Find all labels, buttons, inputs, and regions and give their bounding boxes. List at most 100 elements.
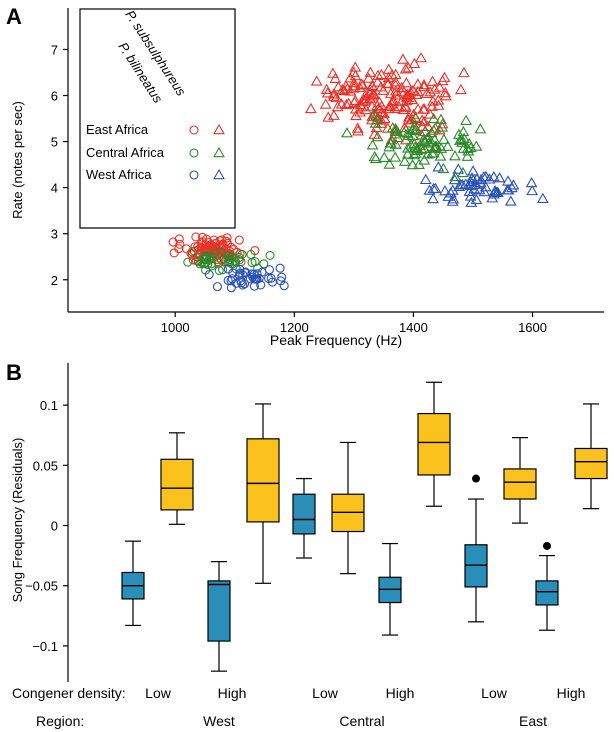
subsulphureus-point-central [460, 114, 472, 125]
subsulphureus-point-east [351, 122, 364, 133]
subsulphureus-point-east [385, 98, 398, 109]
subsulphureus-point-central [385, 137, 397, 148]
outlier-point [472, 474, 480, 483]
bilineatus-point-west [275, 263, 285, 273]
legend-circle-central [189, 148, 199, 158]
bilineatus-point-central [204, 255, 214, 265]
box-blue-group-3 [378, 542, 402, 636]
subsulphureus-point-east [336, 83, 349, 95]
bilineatus-point-central [218, 265, 228, 275]
subsulphureus-point-east [362, 72, 375, 83]
subsulphureus-point-east [384, 87, 397, 99]
subsulphureus-point-east [372, 69, 384, 80]
legend-label-east: East Africa [86, 122, 149, 137]
subsulphureus-point-central [405, 139, 418, 150]
bilineatus-point-east [174, 234, 184, 244]
box-iqr [503, 468, 537, 500]
subsulphureus-point-central [422, 137, 435, 148]
bilineatus-point-central [224, 251, 234, 261]
subsulphureus-point-east [433, 81, 446, 92]
subsulphureus-point-east [406, 93, 418, 105]
subsulphureus-point-central [470, 140, 483, 151]
subsulphureus-point-central [398, 126, 410, 137]
subsulphureus-point-east [424, 108, 436, 119]
boxplot-chart: −0.1 −0.05 0 0.05 0.1 Song Frequency (Residu… [10, 363, 608, 729]
bilineatus-point-west [252, 274, 262, 284]
a-y-tick-label: 4 [51, 181, 58, 196]
region-label-east: East [519, 713, 547, 729]
subsulphureus-point-west [419, 173, 432, 185]
subsulphureus-point-west [479, 181, 492, 192]
subsulphureus-point-central [371, 113, 384, 125]
box-yellow-group-2 [331, 441, 365, 575]
subsulphureus-point-west [467, 174, 480, 185]
subsulphureus-point-west [474, 176, 487, 188]
subsulphureus-point-east [426, 100, 438, 111]
outlier-point [543, 541, 551, 550]
subsulphureus-point-east [355, 78, 368, 89]
box-yellow-group-5 [574, 403, 608, 510]
b-y-tick-label: −0.1 [32, 639, 58, 654]
subsulphureus-point-central [408, 120, 421, 131]
subsulphureus-point-west [448, 173, 461, 185]
subsulphureus-point-west [432, 161, 445, 172]
subsulphureus-point-central [419, 135, 432, 147]
bilineatus-point-central [230, 256, 240, 266]
box-iqr [207, 580, 231, 642]
subsulphureus-point-east [354, 98, 367, 110]
box-yellow-group-3 [417, 381, 451, 507]
bilineatus-point-east [222, 233, 232, 243]
subsulphureus-point-east [402, 62, 415, 73]
subsulphureus-point-east [320, 83, 333, 94]
subsulphureus-point-east [418, 78, 430, 90]
bilineatus-point-central [189, 246, 199, 256]
subsulphureus-point-west [467, 165, 479, 176]
bilineatus-point-west [277, 272, 287, 282]
bilineatus-point-central [183, 257, 193, 267]
subsulphureus-point-east [327, 90, 340, 101]
subsulphureus-point-east [399, 63, 412, 74]
subsulphureus-point-east [327, 109, 340, 120]
b-y-ticks: −0.1 −0.05 0 0.05 0.1 [25, 398, 68, 654]
subsulphureus-point-central [368, 108, 381, 119]
subsulphureus-point-east [458, 66, 470, 78]
subsulphureus-point-east [357, 93, 370, 104]
bilineatus-point-west [264, 265, 275, 275]
subsulphureus-point-east [356, 79, 369, 90]
subsulphureus-point-east [375, 68, 388, 80]
group-labels: Low High Low High Low High West Central East [145, 685, 585, 729]
b-y-tick-label: 0 [51, 519, 58, 534]
subsulphureus-point-east [439, 90, 452, 101]
bilineatus-point-east [191, 232, 201, 242]
subsulphureus-point-east [344, 85, 357, 96]
bilineatus-point-west [248, 272, 258, 282]
bilineatus-point-east [201, 234, 212, 244]
subsulphureus-point-east [366, 110, 379, 121]
subsulphureus-point-central [409, 112, 422, 123]
bilineatus-point-east [175, 239, 185, 249]
subsulphureus-point-east [424, 86, 437, 97]
subsulphureus-point-central [436, 121, 449, 132]
subsulphureus-point-central [401, 127, 414, 138]
subsulphureus-point-central [341, 127, 353, 138]
subsulphureus-point-central [409, 124, 421, 136]
subsulphureus-point-central [437, 162, 450, 174]
legend-triangle-central [213, 146, 225, 158]
subsulphureus-point-east [415, 51, 427, 63]
bilineatus-point-east [211, 238, 221, 248]
subsulphureus-point-east [349, 69, 362, 81]
subsulphureus-point-east [397, 103, 410, 114]
subsulphureus-point-west [438, 185, 451, 196]
subsulphureus-point-east [377, 84, 390, 95]
panel-b-label: B [6, 360, 22, 385]
box-yellow-group-4 [503, 437, 537, 524]
subsulphureus-point-east [438, 71, 451, 82]
region-label-west: West [203, 713, 235, 729]
density-label-high: High [218, 685, 247, 701]
density-label-low: Low [481, 685, 508, 701]
subsulphureus-point-central [409, 147, 422, 158]
subsulphureus-point-east [348, 77, 361, 88]
a-x-ticks: 1000 1200 1400 1600 [161, 312, 547, 335]
bilineatus-point-west [266, 273, 276, 283]
legend-markers [189, 123, 225, 180]
